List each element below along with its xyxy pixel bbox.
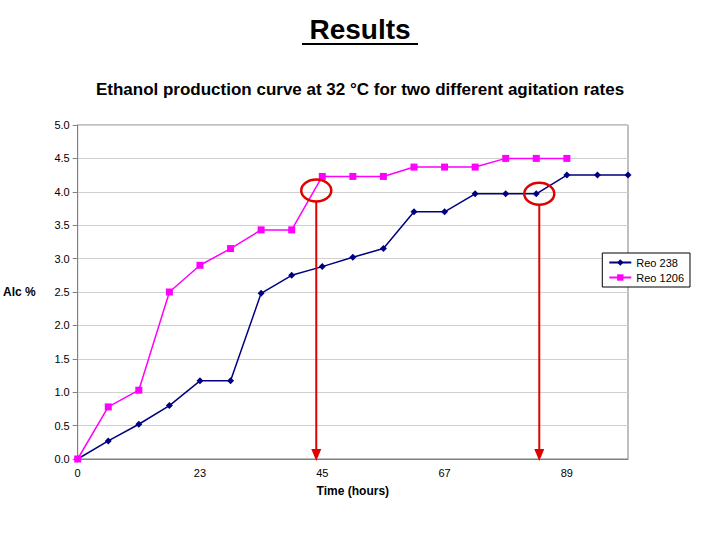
svg-text:1.0: 1.0	[54, 386, 69, 398]
svg-text:45: 45	[316, 467, 328, 479]
svg-text:3.0: 3.0	[54, 253, 69, 265]
svg-text:5.0: 5.0	[54, 119, 69, 131]
svg-text:89: 89	[561, 467, 573, 479]
svg-text:2.0: 2.0	[54, 319, 69, 331]
svg-text:Reo 1206: Reo 1206	[636, 272, 684, 284]
svg-text:Results: Results	[309, 14, 410, 45]
svg-text:1.5: 1.5	[54, 353, 69, 365]
svg-text:4.0: 4.0	[54, 186, 69, 198]
svg-text:Alc %: Alc %	[3, 285, 36, 299]
svg-text:0.0: 0.0	[54, 453, 69, 465]
svg-text:2.5: 2.5	[54, 286, 69, 298]
svg-text:0.5: 0.5	[54, 420, 69, 432]
svg-text:4.5: 4.5	[54, 152, 69, 164]
svg-text:23: 23	[194, 467, 206, 479]
svg-text:67: 67	[438, 467, 450, 479]
svg-text:Time (hours): Time (hours)	[317, 484, 389, 498]
svg-text:Ethanol production curve at 32: Ethanol production curve at 32 °C for tw…	[96, 80, 624, 99]
svg-text:Reo 238: Reo 238	[636, 257, 678, 269]
svg-text:0: 0	[75, 467, 81, 479]
svg-text:3.5: 3.5	[54, 219, 69, 231]
